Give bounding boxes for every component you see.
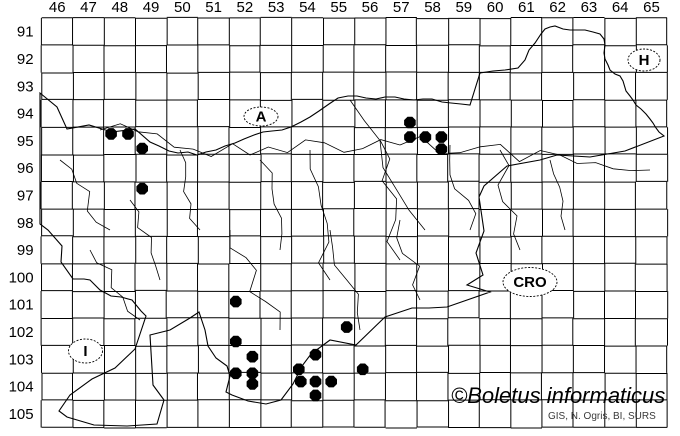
svg-text:52: 52 (237, 0, 254, 16)
svg-text:60: 60 (487, 0, 504, 16)
svg-text:97: 97 (17, 187, 34, 204)
svg-text:91: 91 (17, 24, 34, 41)
svg-text:62: 62 (549, 0, 566, 16)
svg-text:58: 58 (424, 0, 441, 16)
svg-text:61: 61 (518, 0, 535, 16)
svg-text:105: 105 (9, 406, 34, 423)
svg-text:I: I (83, 343, 87, 360)
svg-text:101: 101 (9, 297, 34, 314)
svg-text:94: 94 (17, 106, 34, 123)
svg-text:GIS, N. Ogris, BI, SURS: GIS, N. Ogris, BI, SURS (548, 411, 656, 422)
svg-text:CRO: CRO (513, 274, 547, 291)
svg-text:47: 47 (80, 0, 97, 16)
svg-text:95: 95 (17, 133, 34, 150)
svg-text:103: 103 (9, 351, 34, 368)
svg-text:57: 57 (393, 0, 410, 16)
svg-text:59: 59 (455, 0, 472, 16)
svg-text:98: 98 (17, 215, 34, 232)
svg-text:H: H (639, 52, 650, 69)
svg-text:92: 92 (17, 51, 34, 68)
svg-text:54: 54 (299, 0, 316, 16)
svg-text:63: 63 (581, 0, 598, 16)
svg-text:55: 55 (330, 0, 347, 16)
svg-text:64: 64 (612, 0, 629, 16)
svg-text:46: 46 (49, 0, 66, 16)
svg-text:51: 51 (205, 0, 222, 16)
svg-text:99: 99 (17, 242, 34, 259)
svg-text:50: 50 (174, 0, 191, 16)
svg-text:48: 48 (111, 0, 128, 16)
svg-text:104: 104 (9, 379, 34, 396)
svg-text:49: 49 (143, 0, 160, 16)
svg-text:102: 102 (9, 324, 34, 341)
svg-text:100: 100 (9, 269, 34, 286)
svg-text:93: 93 (17, 78, 34, 95)
svg-text:©Boletus informaticus: ©Boletus informaticus (451, 383, 665, 408)
svg-text:A: A (256, 109, 267, 126)
svg-text:56: 56 (362, 0, 379, 16)
svg-text:53: 53 (268, 0, 285, 16)
svg-text:96: 96 (17, 160, 34, 177)
svg-text:65: 65 (643, 0, 660, 16)
